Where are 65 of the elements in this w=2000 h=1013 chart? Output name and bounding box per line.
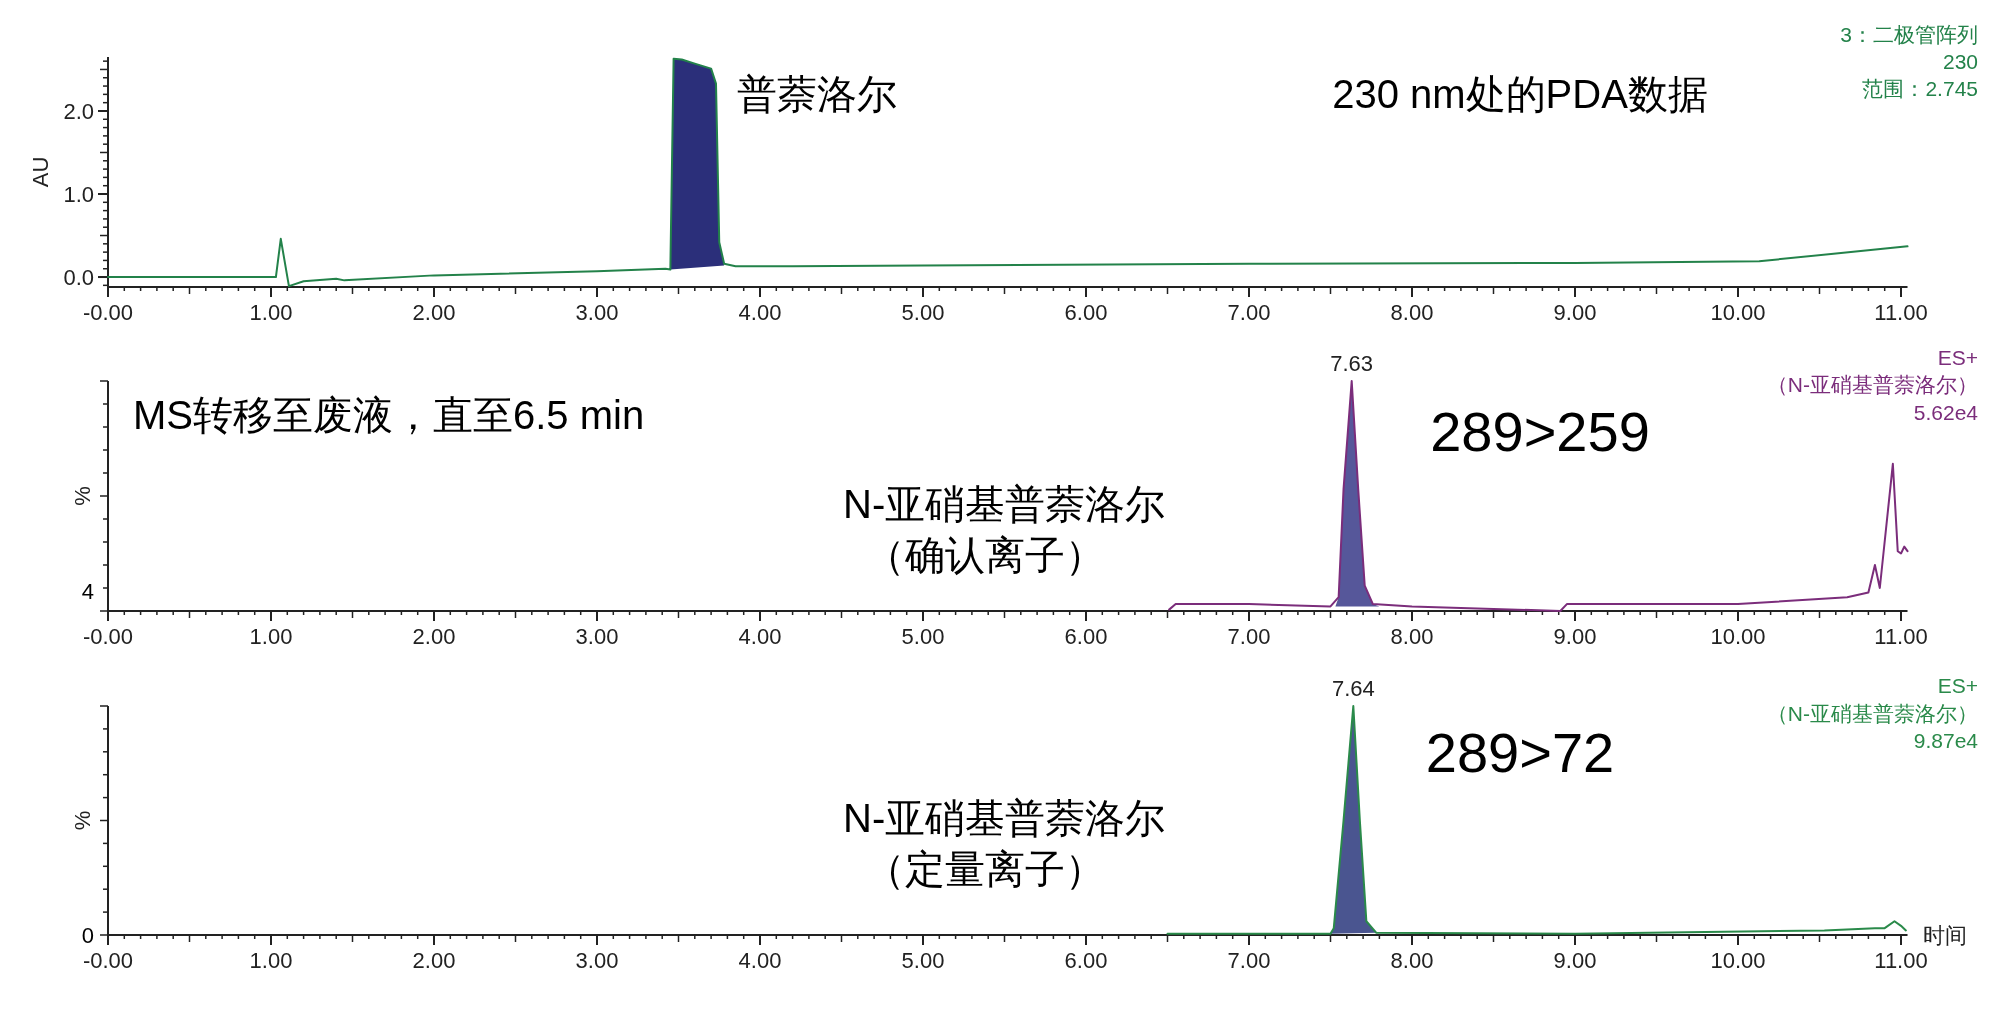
x-axis-title: 时间 [1922,923,1967,948]
x-tick-label: 4.00 [738,624,782,649]
x-tick-label: 5.00 [901,624,945,649]
x-tick-label: 2.00 [412,624,456,649]
annotation: N-亚硝基普萘洛尔 [843,482,1166,526]
text: 5.62e4 [1913,401,1979,424]
x-tick-label: 7.00 [1227,300,1271,325]
chart-title: 230 nm处的PDA数据 [1332,72,1708,116]
text: 230 [1942,50,1978,73]
x-tick-label: 3.00 [575,624,619,649]
x-tick-label: 3.00 [575,948,619,973]
text: 0 [81,923,94,948]
x-tick-label: 6.00 [1064,300,1108,325]
x-tick-label: 7.00 [1227,948,1271,973]
x-tick-label: 6.00 [1064,624,1108,649]
x-tick-label: 9.00 [1553,300,1597,325]
text: 3：二极管阵列 [1840,23,1978,46]
x-tick-label: 7.00 [1227,624,1271,649]
x-tick-label: 1.00 [249,948,293,973]
text: 4 [81,579,94,604]
x-tick-label: 8.00 [1390,624,1434,649]
x-tick-label: -0.00 [82,948,134,973]
text: ES+ [1937,674,1978,697]
annotation: N-亚硝基普萘洛尔 [843,796,1166,840]
x-tick-label: 4.00 [738,948,782,973]
annotation: （定量离子） [865,847,1105,891]
x-tick-label: 1.00 [249,624,293,649]
x-tick-label: 10.00 [1710,948,1766,973]
text: ES+ [1937,346,1978,369]
x-tick-label: 8.00 [1390,300,1434,325]
x-tick-label: 11.00 [1874,300,1928,325]
y-axis-title: % [70,810,95,831]
x-tick-label: 4.00 [738,300,782,325]
x-tick-label: 2.00 [412,300,456,325]
annotation: 7.63 [1330,351,1374,376]
chart-title: 289>72 [1425,721,1615,784]
y-axis-title: % [70,486,95,506]
annotation: 范围：2.745 [1862,77,1978,100]
chart-title: 289>259 [1430,400,1650,463]
x-tick-label: 11.00 [1874,624,1928,649]
y-tick-label: 1.0 [63,182,94,207]
annotation: （确认离子） [865,533,1105,577]
annotation: （N-亚硝基普萘洛尔） [1766,702,1978,725]
x-tick-label: 2.00 [412,948,456,973]
annotation: 7.64 [1331,676,1375,701]
x-tick-label: 9.00 [1553,948,1597,973]
text: 9.87e4 [1913,729,1979,752]
x-tick-label: 9.00 [1553,624,1597,649]
x-tick-label: 10.00 [1710,300,1766,325]
x-tick-label: 3.00 [575,300,619,325]
annotation: MS转移至废液，直至6.5 min [133,393,645,437]
x-tick-label: 10.00 [1710,624,1766,649]
x-tick-label: 8.00 [1390,948,1434,973]
x-tick-label: 1.00 [249,300,293,325]
annotation: （N-亚硝基普萘洛尔） [1766,373,1978,396]
x-tick-label: 6.00 [1064,948,1108,973]
x-tick-label: 5.00 [901,948,945,973]
x-tick-label: -0.00 [82,624,134,649]
x-tick-label: 5.00 [901,300,945,325]
x-tick-label: 11.00 [1874,948,1928,973]
x-tick-label: -0.00 [82,300,134,325]
y-axis-title: AU [28,156,53,188]
y-tick-label: 2.0 [63,98,94,124]
annotation: 普萘洛尔 [737,72,898,117]
y-tick-label: 0.0 [63,265,94,291]
